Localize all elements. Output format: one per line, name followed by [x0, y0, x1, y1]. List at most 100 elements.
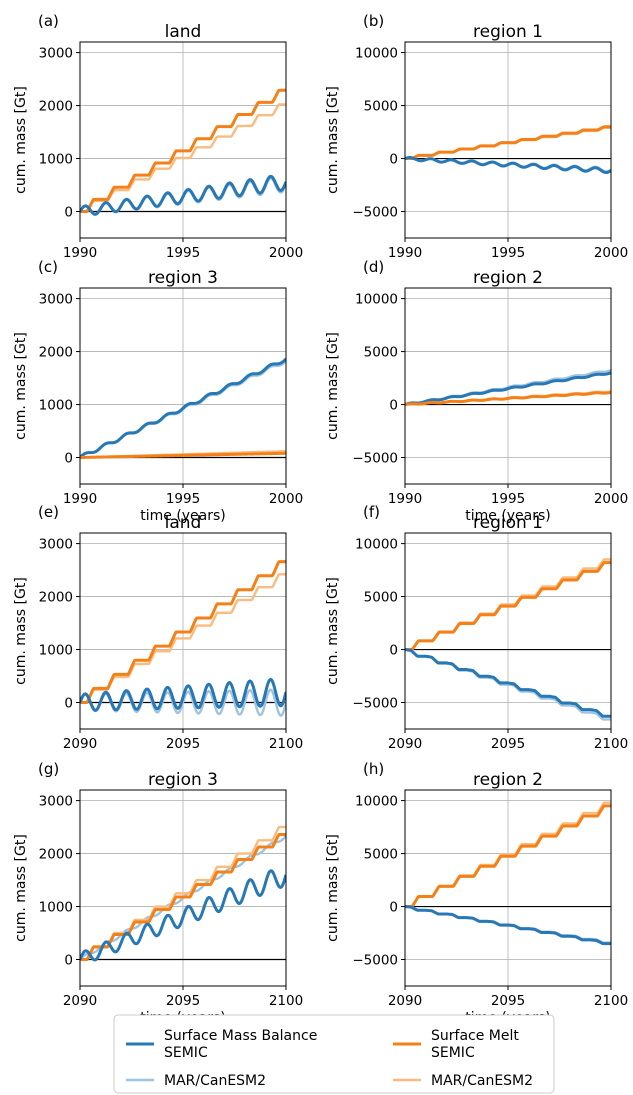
legend-label-line1: Surface Mass Balance	[164, 1028, 317, 1044]
series-line-smb_semic	[80, 677, 286, 712]
panel-b: 1990 1995 2000 −5000 0 5000 10000 region 1 (b) cu…	[325, 12, 628, 261]
series-line-melt_semic	[80, 88, 286, 214]
x-tick-label: 1995	[166, 491, 200, 507]
panel-e: 2090 2095 2100 0 1000 2000 3000 land (e) cum. mas…	[13, 503, 303, 752]
panel-f: 2090 2095 2100 −5000 0 5000 10000 region 1 (f) cu…	[325, 503, 628, 752]
y-tick-label: 2000	[39, 345, 73, 361]
x-tick-label: 1995	[491, 491, 525, 507]
y-tick-label: 2000	[39, 590, 73, 606]
legend-label-line1: Surface Melt	[431, 1028, 519, 1044]
y-tick-label: 3000	[39, 292, 73, 308]
legend-label-line2: SEMIC	[164, 1045, 208, 1061]
x-tick-label: 2095	[491, 993, 525, 1009]
legend-label-line2: SEMIC	[431, 1045, 475, 1061]
series-line-melt_mar	[80, 103, 286, 213]
panel-letter: (f)	[363, 503, 380, 521]
x-tick-label: 2100	[594, 736, 628, 752]
panel-letter: (b)	[363, 12, 384, 30]
series-line-smb_semic	[80, 174, 286, 216]
y-axis-label: cum. mass [Gt]	[13, 86, 29, 194]
series-line-melt_semic	[80, 451, 286, 460]
x-tick-label: 2000	[269, 491, 303, 507]
x-axis-label: time (years)	[140, 508, 226, 524]
y-tick-label: 5000	[364, 99, 398, 115]
y-tick-label: 5000	[364, 590, 398, 606]
x-tick-label: 1990	[63, 491, 97, 507]
series-group	[405, 801, 611, 946]
x-tick-label: 2090	[63, 736, 97, 752]
x-tick-label: 2000	[594, 245, 628, 261]
y-axis-label: cum. mass [Gt]	[325, 332, 341, 440]
legend: Surface Mass BalanceSEMICMAR/CanESM2Surf…	[113, 1014, 555, 1094]
legend-entry-smb_mar: MAR/CanESM2	[126, 1073, 266, 1089]
series-group	[405, 558, 611, 721]
x-tick-label: 1990	[388, 245, 422, 261]
y-tick-label: −5000	[352, 696, 398, 712]
x-tick-label: 2095	[166, 993, 200, 1009]
x-tick-label: 2090	[388, 993, 422, 1009]
x-tick-label: 2000	[594, 491, 628, 507]
legend-entry-melt_mar: MAR/CanESM2	[393, 1073, 533, 1089]
y-tick-label: 0	[389, 152, 398, 168]
series-line-smb_semic	[405, 371, 611, 406]
series-line-melt_semic	[405, 390, 611, 407]
panel-title: region 1	[473, 513, 543, 533]
series-line-melt_semic	[80, 560, 286, 705]
y-tick-label: 5000	[364, 345, 398, 361]
y-tick-label: 0	[389, 900, 398, 916]
series-group	[405, 368, 611, 407]
legend-label-line1: MAR/CanESM2	[431, 1073, 533, 1089]
y-tick-label: 1000	[39, 900, 73, 916]
y-tick-label: 3000	[39, 537, 73, 553]
series-line-smb_semic	[80, 357, 286, 459]
panel-letter: (a)	[38, 12, 59, 30]
x-tick-label: 1995	[491, 245, 525, 261]
panel-title: region 3	[148, 770, 218, 790]
series-line-smb_semic	[80, 869, 286, 962]
x-axis-label: time (years)	[465, 508, 551, 524]
y-tick-label: 10000	[355, 794, 398, 810]
x-tick-label: 2100	[269, 736, 303, 752]
series-group	[80, 825, 286, 962]
panel-title: land	[165, 513, 202, 533]
series-group	[80, 88, 286, 216]
x-tick-label: 1990	[388, 491, 422, 507]
panel-h: 2090 2095 2100 −5000 0 5000 10000 region 2 (h) cu…	[325, 760, 628, 1026]
panel-title: region 1	[473, 22, 543, 42]
x-tick-label: 2100	[269, 993, 303, 1009]
x-tick-label: 2095	[491, 736, 525, 752]
x-tick-label: 2090	[388, 736, 422, 752]
x-tick-label: 2100	[594, 993, 628, 1009]
y-tick-label: 0	[389, 398, 398, 414]
legend-label-line1: MAR/CanESM2	[164, 1073, 266, 1089]
y-axis-label: cum. mass [Gt]	[325, 86, 341, 194]
series-line-melt_semic	[405, 804, 611, 909]
x-tick-label: 2000	[269, 245, 303, 261]
series-group	[80, 357, 286, 460]
series-line-smb_semic	[405, 905, 611, 946]
y-tick-label: 0	[64, 451, 73, 467]
panel-letter: (e)	[38, 503, 59, 521]
y-tick-label: 10000	[355, 292, 398, 308]
panel-a: 1990 1995 2000 0 1000 2000 3000 land (a) cum. mas…	[13, 12, 303, 261]
series-group	[80, 560, 286, 717]
y-axis-label: cum. mass [Gt]	[325, 577, 341, 685]
y-tick-label: 0	[389, 643, 398, 659]
legend-box	[113, 1014, 555, 1094]
y-tick-label: 1000	[39, 398, 73, 414]
y-tick-label: 0	[64, 205, 73, 221]
x-tick-label: 2090	[63, 993, 97, 1009]
y-tick-label: −5000	[352, 953, 398, 969]
panel-c: 1990 1995 2000 0 1000 2000 3000 region 3 (c) cum.…	[13, 258, 303, 524]
panel-title: region 3	[148, 268, 218, 288]
x-tick-label: 2095	[166, 736, 200, 752]
panel-title: land	[165, 22, 202, 42]
y-tick-label: 1000	[39, 152, 73, 168]
series-line-melt_semic	[405, 125, 611, 161]
y-tick-label: 10000	[355, 537, 398, 553]
panel-letter: (d)	[363, 258, 384, 276]
y-tick-label: −5000	[352, 205, 398, 221]
